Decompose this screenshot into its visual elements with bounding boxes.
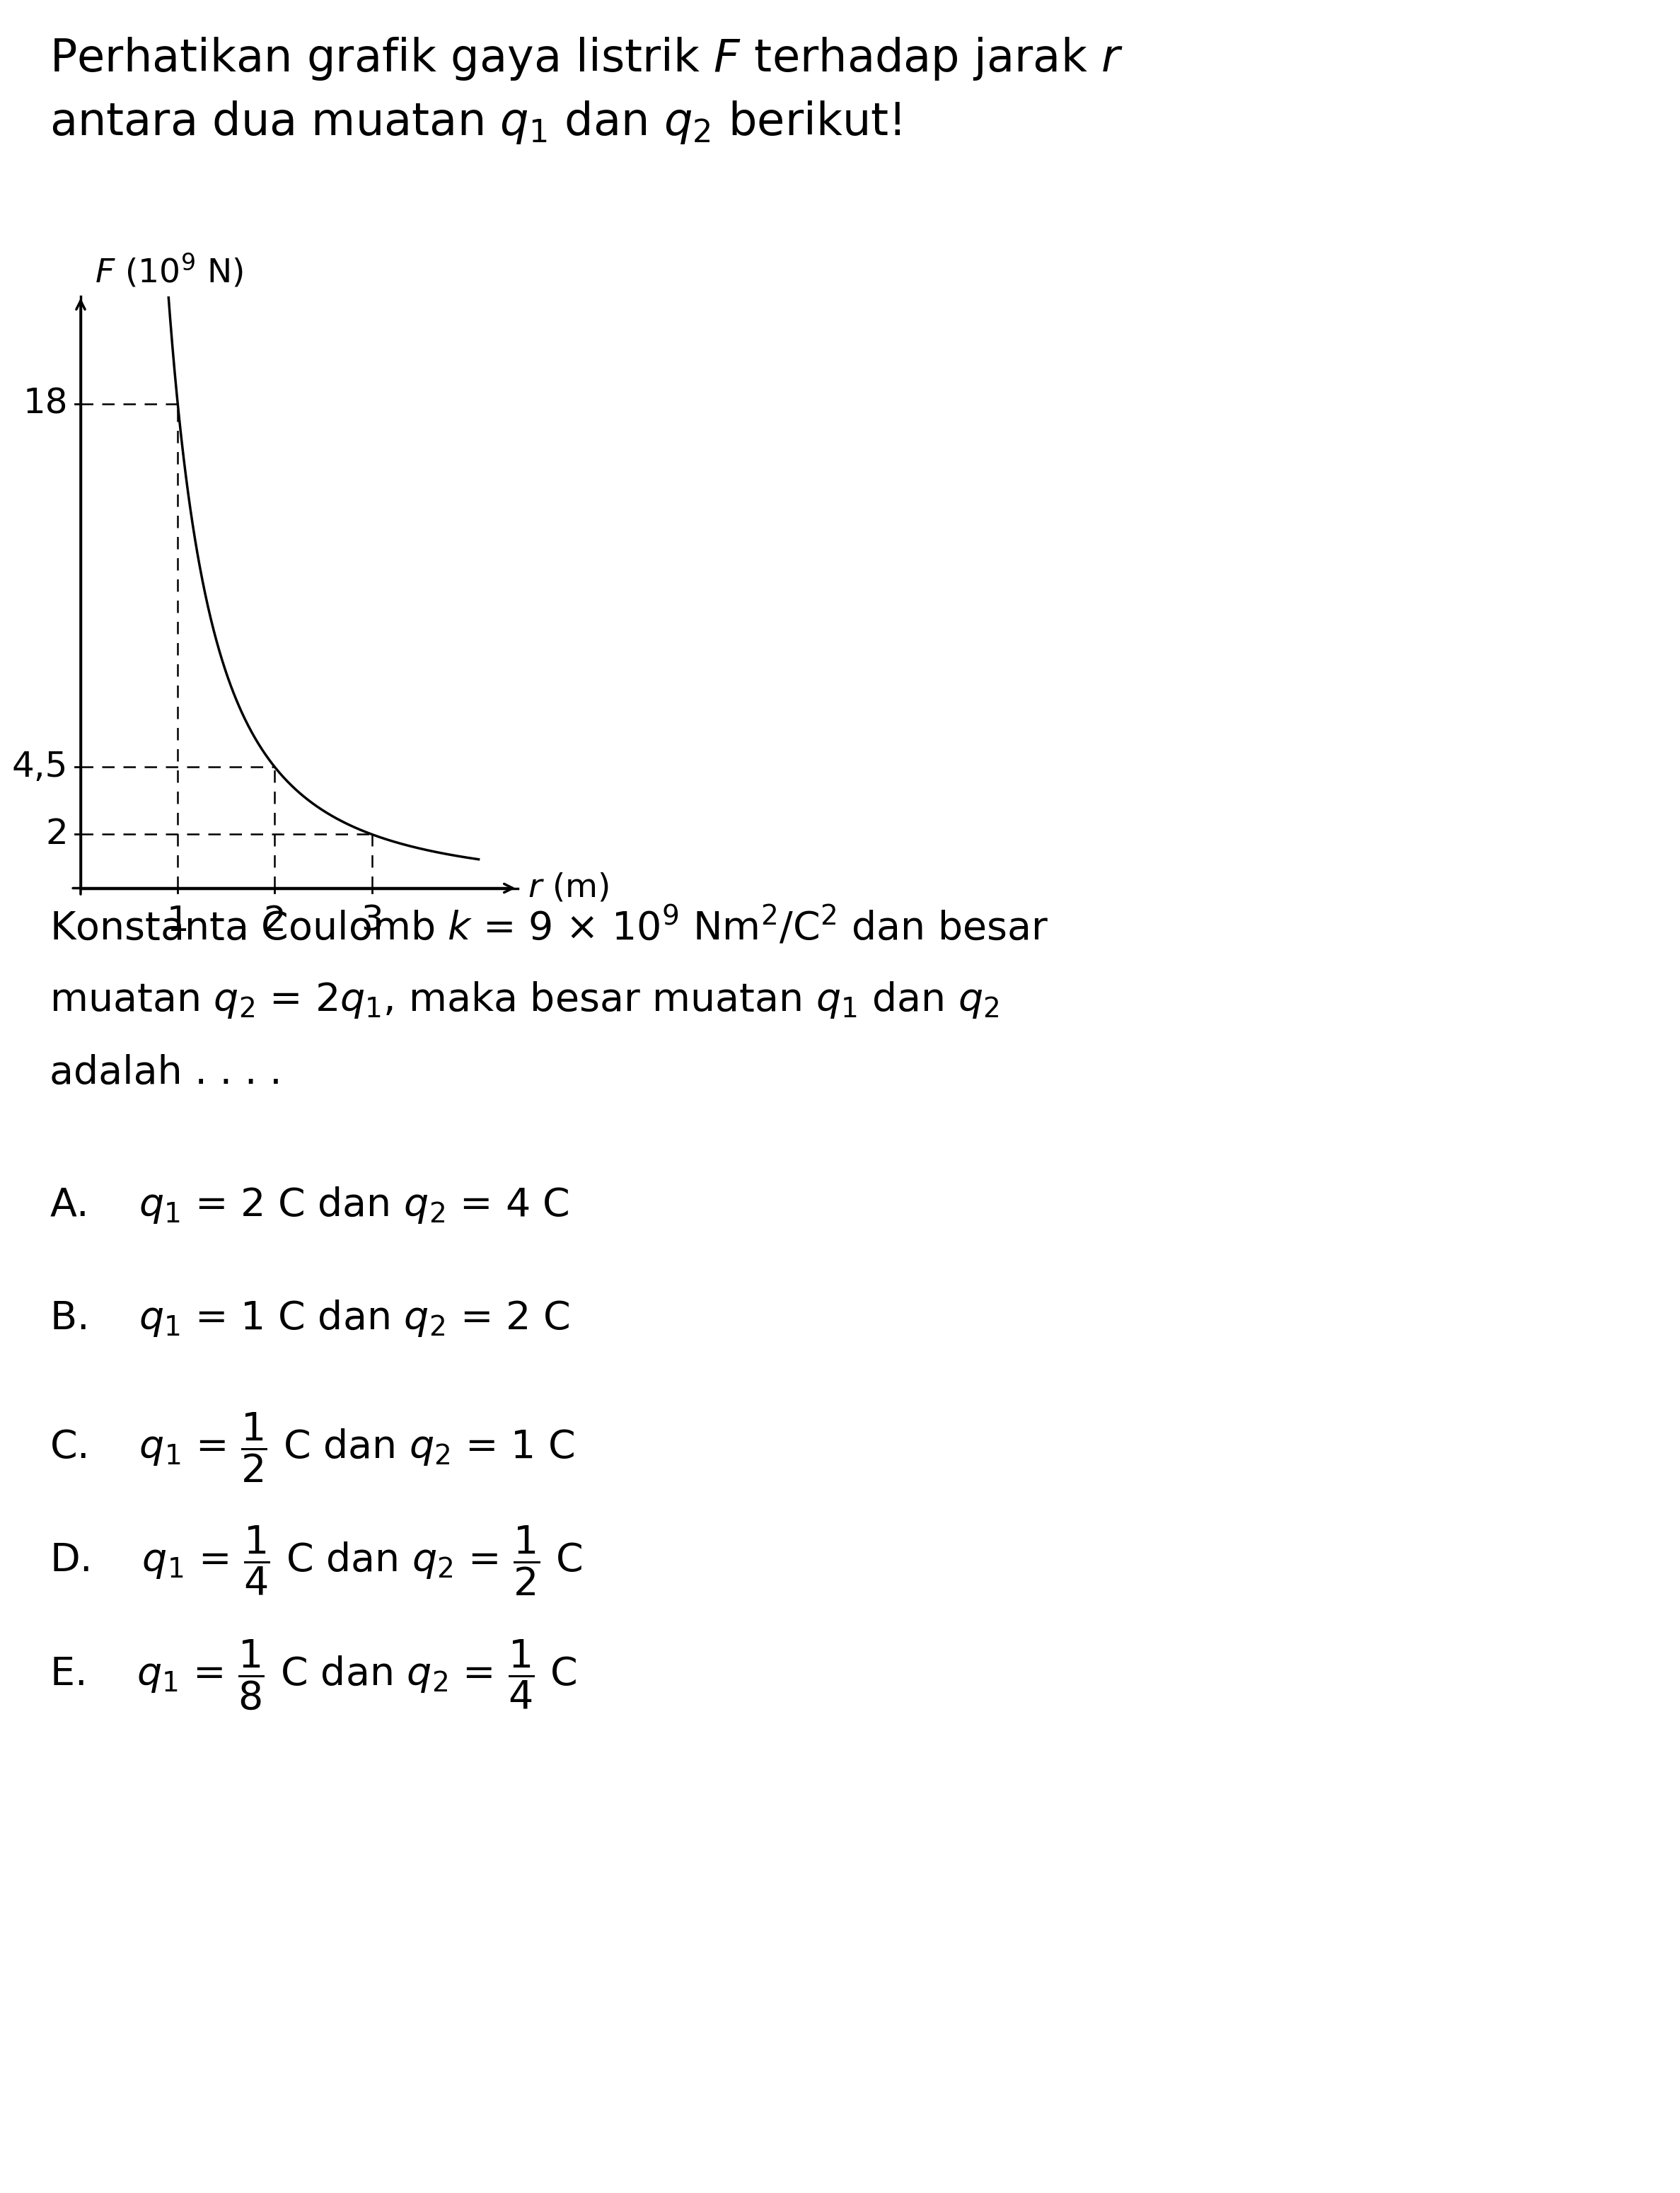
Text: A.    $\mathit{q}_1$ = 2 C dan $\mathit{q}_2$ = 4 C: A. $\mathit{q}_1$ = 2 C dan $\mathit{q}_… <box>49 1184 570 1226</box>
Text: D.    $\mathit{q}_1$ = $\dfrac{1}{4}$ C dan $\mathit{q}_2$ = $\dfrac{1}{2}$ C: D. $\mathit{q}_1$ = $\dfrac{1}{4}$ C dan… <box>49 1524 583 1599</box>
Text: Perhatikan grafik gaya listrik $\mathit{F}$ terhadap jarak $\mathit{r}$: Perhatikan grafik gaya listrik $\mathit{… <box>49 35 1124 81</box>
Text: C.    $\mathit{q}_1$ = $\dfrac{1}{2}$ C dan $\mathit{q}_2$ = 1 C: C. $\mathit{q}_1$ = $\dfrac{1}{2}$ C dan… <box>49 1412 575 1485</box>
Text: B.    $\mathit{q}_1$ = 1 C dan $\mathit{q}_2$ = 2 C: B. $\mathit{q}_1$ = 1 C dan $\mathit{q}_… <box>49 1298 570 1338</box>
Text: antara dua muatan $\mathit{q}_1$ dan $\mathit{q}_2$ berikut!: antara dua muatan $\mathit{q}_1$ dan $\m… <box>49 99 900 145</box>
Text: 4,5: 4,5 <box>12 750 67 785</box>
Text: 18: 18 <box>24 386 67 421</box>
Text: 2: 2 <box>264 904 286 939</box>
Text: muatan $\mathit{q}_2$ = 2$\mathit{q}_1$, maka besar muatan $\mathit{q}_1$ dan $\: muatan $\mathit{q}_2$ = 2$\mathit{q}_1$,… <box>49 980 1000 1020</box>
Text: 3: 3 <box>361 904 383 939</box>
Text: Konstanta Coulomb $\mathit{k}$ = 9 $\times$ 10$^9$ Nm$^2$/C$^2$ dan besar: Konstanta Coulomb $\mathit{k}$ = 9 $\tim… <box>49 906 1048 947</box>
Text: adalah . . . .: adalah . . . . <box>49 1055 282 1092</box>
Text: E.    $\mathit{q}_1$ = $\dfrac{1}{8}$ C dan $\mathit{q}_2$ = $\dfrac{1}{4}$ C: E. $\mathit{q}_1$ = $\dfrac{1}{8}$ C dan… <box>49 1638 576 1711</box>
Text: $\mathit{r}$ (m): $\mathit{r}$ (m) <box>528 873 610 904</box>
Text: 1: 1 <box>166 904 188 939</box>
Text: 2: 2 <box>45 818 67 851</box>
Text: $\mathit{F}$ (10$^9$ N): $\mathit{F}$ (10$^9$ N) <box>94 252 244 289</box>
